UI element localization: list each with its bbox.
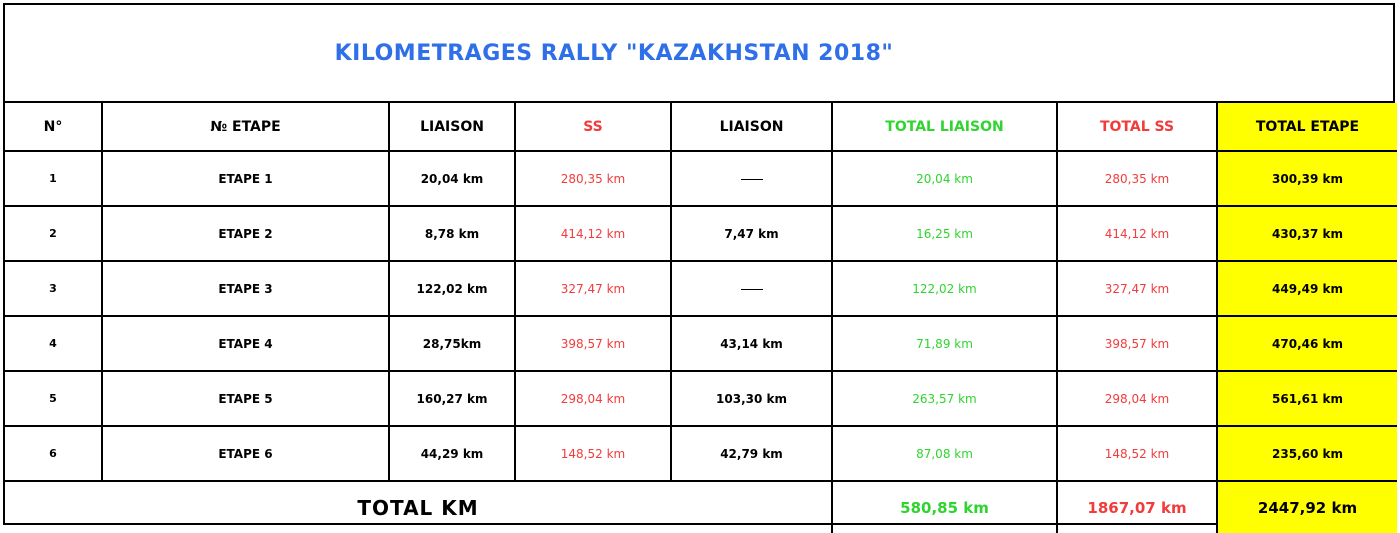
cell-total-liaison: 122,02 km: [832, 261, 1058, 317]
cell-total-etape: 561,61 km: [1217, 371, 1397, 427]
cell-etape: ETAPE 2: [102, 206, 390, 262]
cell-total-liaison: 263,57 km: [832, 371, 1058, 427]
cell-liaison-1: 44,29 km: [389, 426, 516, 482]
totals-total-etape: 2447,92 km: [1217, 481, 1397, 533]
empty-dash: [740, 178, 763, 180]
cell-liaison-2: 42,79 km: [671, 426, 833, 482]
header-total-liaison: TOTAL LIAISON: [832, 103, 1058, 152]
cell-liaison-2: [671, 261, 833, 317]
kilometrage-sheet: KILOMETRAGES RALLY "KAZAKHSTAN 2018" N° …: [3, 3, 1397, 533]
header-liaison-1: LIAISON: [389, 103, 516, 152]
cell-total-etape: 449,49 km: [1217, 261, 1397, 317]
cell-total-etape: 430,37 km: [1217, 206, 1397, 262]
table-row: 2 ETAPE 2 8,78 km 414,12 km 7,47 km 16,25 km 4…: [5, 206, 1397, 262]
totals-total-ss: 1867,07 km: [1057, 481, 1218, 533]
header-liaison-2: LIAISON: [671, 103, 833, 152]
cell-ss: 398,57 km: [515, 316, 672, 372]
cell-etape: ETAPE 1: [102, 151, 390, 207]
cell-num: 5: [5, 371, 103, 427]
table-row: 5 ETAPE 5 160,27 km 298,04 km 103,30 km 263,5…: [5, 371, 1397, 427]
page-title: KILOMETRAGES RALLY "KAZAKHSTAN 2018": [5, 5, 1393, 103]
cell-total-ss: 414,12 km: [1057, 206, 1218, 262]
cell-liaison-2: 103,30 km: [671, 371, 833, 427]
cell-ss: 148,52 km: [515, 426, 672, 482]
cell-etape: ETAPE 3: [102, 261, 390, 317]
cell-ss: 327,47 km: [515, 261, 672, 317]
cell-total-liaison: 20,04 km: [832, 151, 1058, 207]
cell-etape: ETAPE 5: [102, 371, 390, 427]
totals-row: TOTAL KM 580,85 km 1867,07 km 2447,92 km: [5, 481, 1397, 533]
totals-label: TOTAL KM: [5, 481, 833, 533]
header-row: N° № ETAPE LIAISON SS LIAISON TOTAL LIAI…: [5, 103, 1397, 152]
totals-total-liaison: 580,85 km: [832, 481, 1058, 533]
header-num: N°: [5, 103, 103, 152]
cell-total-etape: 300,39 km: [1217, 151, 1397, 207]
cell-num: 6: [5, 426, 103, 482]
cell-etape: ETAPE 4: [102, 316, 390, 372]
cell-liaison-1: 20,04 km: [389, 151, 516, 207]
table-row: 6 ETAPE 6 44,29 km 148,52 km 42,79 km 87,08 k…: [5, 426, 1397, 482]
cell-liaison-1: 122,02 km: [389, 261, 516, 317]
cell-total-liaison: 16,25 km: [832, 206, 1058, 262]
header-ss: SS: [515, 103, 672, 152]
kilometrage-table: N° № ETAPE LIAISON SS LIAISON TOTAL LIAI…: [5, 103, 1397, 533]
cell-num: 4: [5, 316, 103, 372]
header-etape: № ETAPE: [102, 103, 390, 152]
cell-total-ss: 298,04 km: [1057, 371, 1218, 427]
table-row: 4 ETAPE 4 28,75km 398,57 km 43,14 km 71,89 km…: [5, 316, 1397, 372]
table-row: 1 ETAPE 1 20,04 km 280,35 km 20,04 km 280,35 …: [5, 151, 1397, 207]
cell-total-etape: 235,60 km: [1217, 426, 1397, 482]
cell-total-ss: 327,47 km: [1057, 261, 1218, 317]
cell-total-ss: 398,57 km: [1057, 316, 1218, 372]
cell-total-etape: 470,46 km: [1217, 316, 1397, 372]
cell-total-ss: 280,35 km: [1057, 151, 1218, 207]
cell-ss: 414,12 km: [515, 206, 672, 262]
table-row: 3 ETAPE 3 122,02 km 327,47 km 122,02 km 327,4…: [5, 261, 1397, 317]
header-total-etape: TOTAL ETAPE: [1217, 103, 1397, 152]
cell-liaison-1: 160,27 km: [389, 371, 516, 427]
cell-liaison-2: 43,14 km: [671, 316, 833, 372]
cell-liaison-1: 28,75km: [389, 316, 516, 372]
cell-num: 2: [5, 206, 103, 262]
cell-total-liaison: 71,89 km: [832, 316, 1058, 372]
cell-total-liaison: 87,08 km: [832, 426, 1058, 482]
cell-ss: 280,35 km: [515, 151, 672, 207]
cell-liaison-2: 7,47 km: [671, 206, 833, 262]
cell-liaison-2: [671, 151, 833, 207]
cell-total-ss: 148,52 km: [1057, 426, 1218, 482]
empty-dash: [740, 288, 763, 290]
cell-num: 3: [5, 261, 103, 317]
cell-etape: ETAPE 6: [102, 426, 390, 482]
cell-num: 1: [5, 151, 103, 207]
cell-ss: 298,04 km: [515, 371, 672, 427]
cell-liaison-1: 8,78 km: [389, 206, 516, 262]
header-total-ss: TOTAL SS: [1057, 103, 1218, 152]
